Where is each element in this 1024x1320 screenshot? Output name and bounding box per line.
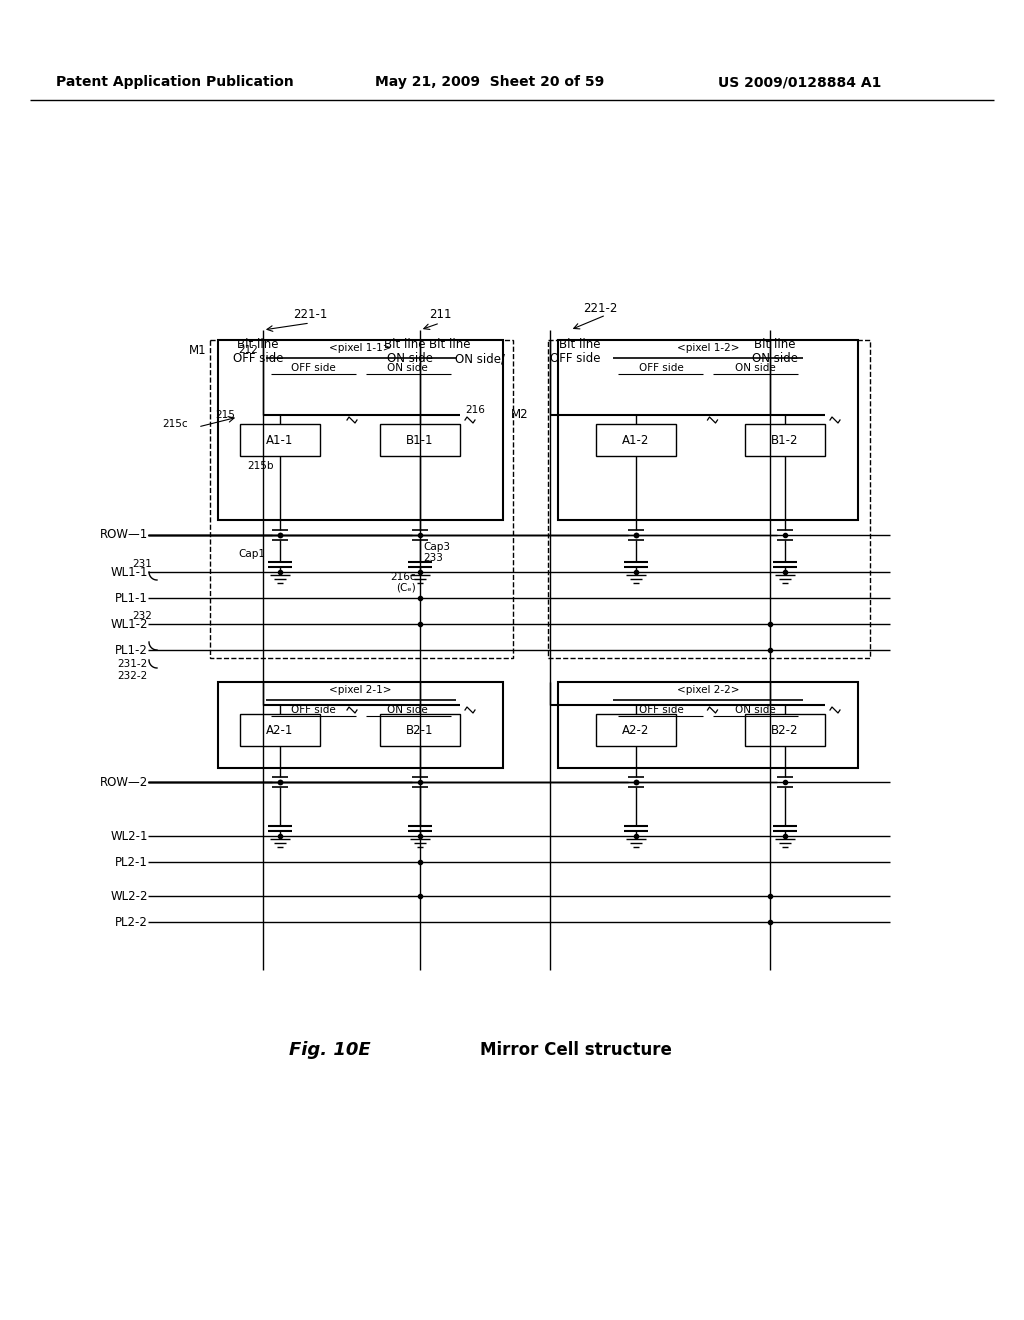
Text: WL1-1: WL1-1 [111, 565, 148, 578]
Text: WL2-2: WL2-2 [111, 890, 148, 903]
Text: Patent Application Publication: Patent Application Publication [56, 75, 294, 88]
Text: WL1-2: WL1-2 [111, 618, 148, 631]
Text: ON side: ON side [734, 705, 775, 715]
Text: Bit line: Bit line [384, 338, 426, 351]
Text: ROW—2: ROW—2 [99, 776, 148, 788]
Text: 215b: 215b [247, 461, 273, 471]
Text: A2-2: A2-2 [623, 723, 649, 737]
Text: A1-2: A1-2 [623, 433, 649, 446]
Text: 232-2: 232-2 [118, 671, 148, 681]
Text: A1-1: A1-1 [266, 433, 294, 446]
Text: 231-2: 231-2 [118, 659, 148, 669]
Text: 216c: 216c [390, 572, 416, 582]
Text: 233: 233 [423, 553, 442, 564]
Text: WL2-1: WL2-1 [111, 829, 148, 842]
Text: B2-2: B2-2 [771, 723, 799, 737]
Bar [596, 424, 676, 455]
Text: Fig. 10E: Fig. 10E [289, 1041, 371, 1059]
Text: 215: 215 [215, 411, 234, 420]
Text: B1-1: B1-1 [407, 433, 434, 446]
Bar [380, 714, 460, 746]
Text: (Cₑ): (Cₑ) [396, 582, 416, 591]
Text: A2-1: A2-1 [266, 723, 294, 737]
Text: <pixel 2-2>: <pixel 2-2> [677, 685, 739, 696]
Text: OFF side: OFF side [639, 363, 683, 374]
Text: 216: 216 [465, 405, 485, 414]
Bar [745, 424, 825, 455]
Bar [218, 682, 503, 768]
Bar [218, 341, 503, 520]
Text: Mirror Cell structure: Mirror Cell structure [480, 1041, 672, 1059]
Text: <pixel 2-1>: <pixel 2-1> [330, 685, 392, 696]
Text: OFF side: OFF side [291, 705, 336, 715]
Text: M2: M2 [511, 408, 528, 421]
Bar [380, 424, 460, 455]
Text: ON side: ON side [734, 363, 775, 374]
Text: OFF side: OFF side [639, 705, 683, 715]
Text: 211: 211 [429, 309, 452, 322]
Text: <pixel 1-1>: <pixel 1-1> [330, 343, 392, 352]
Bar [745, 714, 825, 746]
Text: PL1-1: PL1-1 [115, 591, 148, 605]
Text: 231: 231 [132, 558, 152, 569]
Text: US 2009/0128884 A1: US 2009/0128884 A1 [718, 75, 882, 88]
Text: Cap3: Cap3 [423, 543, 450, 552]
Text: Cap1: Cap1 [238, 549, 265, 558]
Text: Bit line: Bit line [755, 338, 796, 351]
Text: 212: 212 [238, 345, 258, 355]
Bar [558, 341, 858, 520]
Text: ROW—1: ROW—1 [99, 528, 148, 541]
Text: <pixel 1-2>: <pixel 1-2> [677, 343, 739, 352]
Text: Bit line: Bit line [238, 338, 279, 351]
Text: B2-1: B2-1 [407, 723, 434, 737]
Bar [240, 714, 319, 746]
Bar [558, 682, 858, 768]
Text: 232: 232 [132, 611, 152, 620]
Text: Bit line: Bit line [559, 338, 601, 351]
Text: OFF side: OFF side [550, 352, 600, 366]
Text: May 21, 2009  Sheet 20 of 59: May 21, 2009 Sheet 20 of 59 [376, 75, 604, 88]
Text: ON side/: ON side/ [455, 352, 505, 366]
Text: PL2-1: PL2-1 [115, 855, 148, 869]
Bar [548, 341, 870, 657]
Bar [596, 714, 676, 746]
Text: 221-1: 221-1 [293, 309, 328, 322]
Text: ON side: ON side [387, 352, 433, 366]
Text: Bit line: Bit line [429, 338, 471, 351]
Text: M1: M1 [188, 343, 206, 356]
Text: ON side: ON side [387, 363, 428, 374]
Text: ON side: ON side [752, 352, 798, 366]
Text: PL1-2: PL1-2 [115, 644, 148, 656]
Text: B1-2: B1-2 [771, 433, 799, 446]
Text: 215c: 215c [163, 418, 188, 429]
Text: 221-2: 221-2 [583, 301, 617, 314]
Text: OFF side: OFF side [291, 363, 336, 374]
Text: PL2-2: PL2-2 [115, 916, 148, 928]
Bar [210, 341, 513, 657]
Text: ON side: ON side [387, 705, 428, 715]
Text: OFF side: OFF side [232, 352, 284, 366]
Bar [240, 424, 319, 455]
